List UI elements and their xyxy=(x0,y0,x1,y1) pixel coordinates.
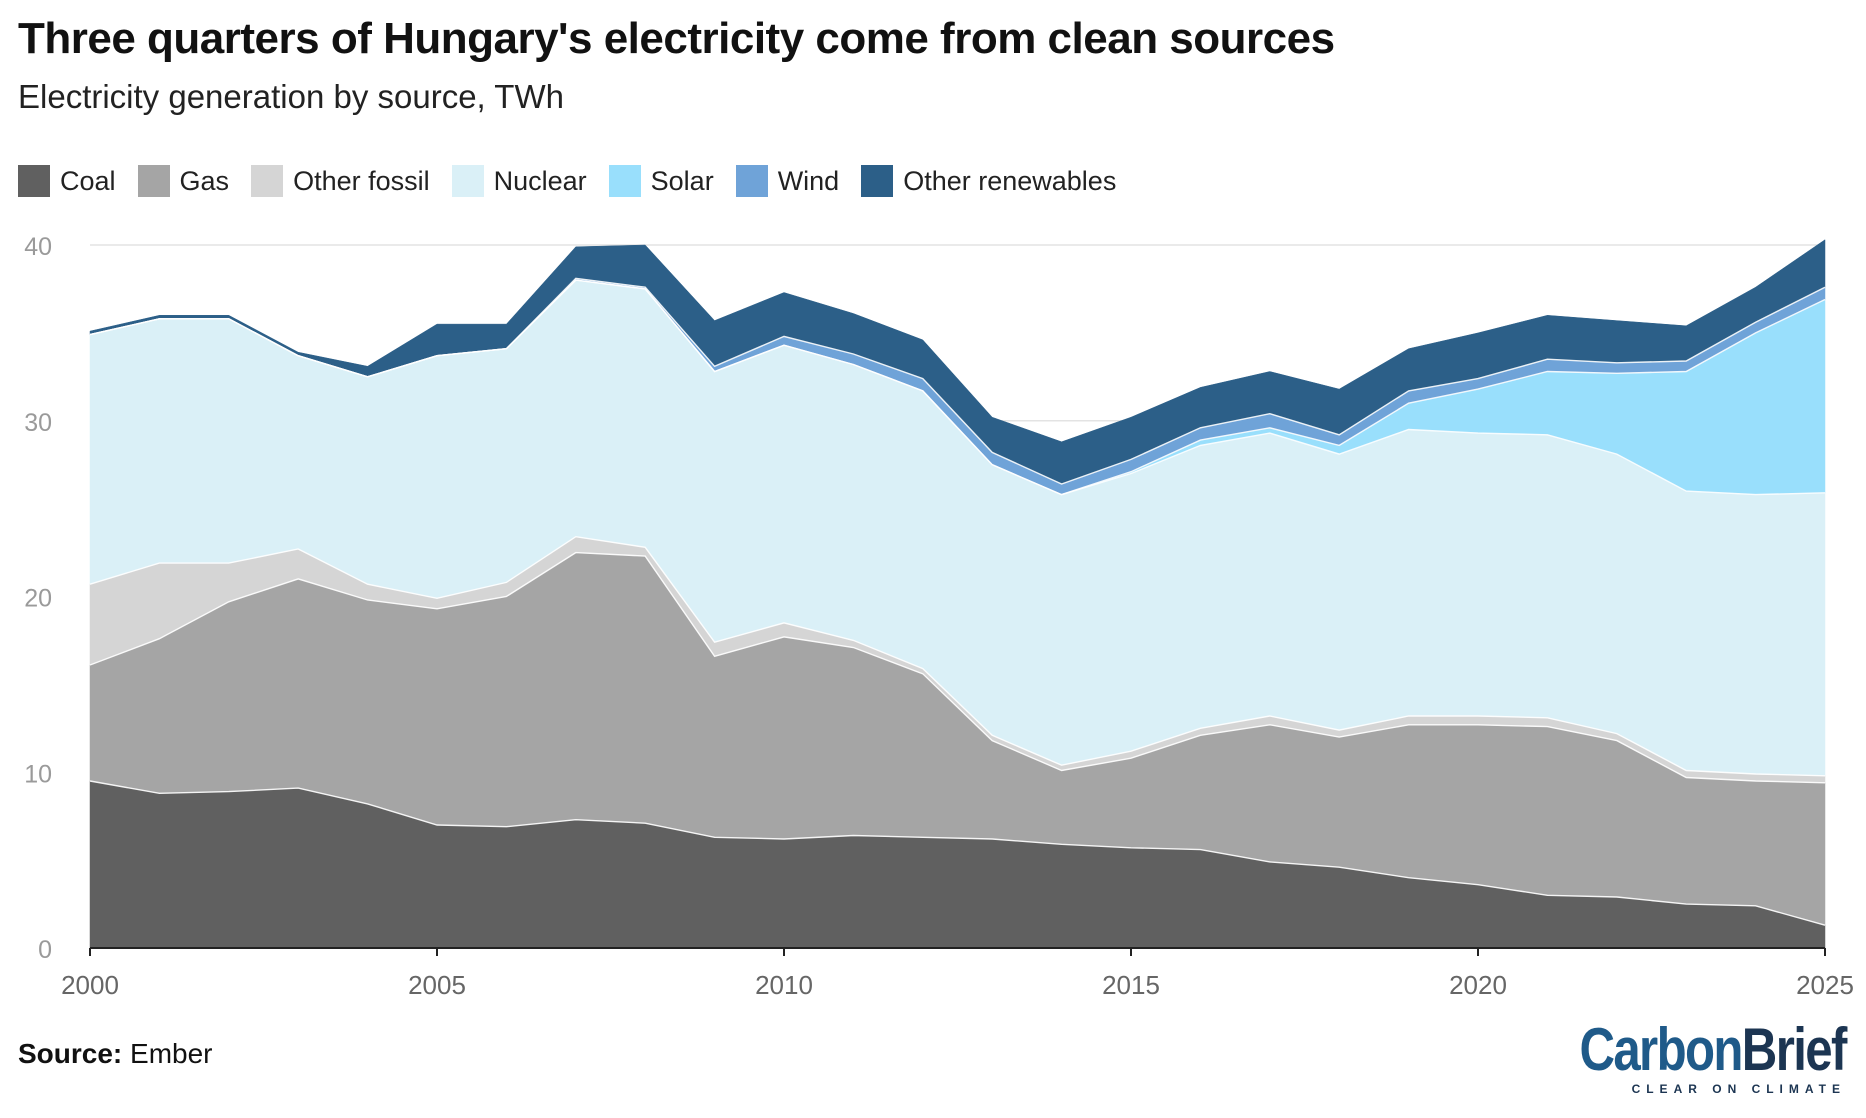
x-tick-label: 2020 xyxy=(1449,970,1507,1000)
axes: 0 10 20 30 40 2000 2005 2010 2015 2020 2025 xyxy=(24,233,1854,1000)
y-tick-label: 30 xyxy=(24,409,52,437)
x-tick-label: 2005 xyxy=(408,970,466,1000)
legend-swatch xyxy=(861,165,894,197)
legend-label: Nuclear xyxy=(493,165,587,196)
logo-part-brief: Brief xyxy=(1742,1016,1848,1083)
y-tick-label: 0 xyxy=(38,936,52,964)
legend-label: Coal xyxy=(60,165,116,196)
source-value: Ember xyxy=(130,1038,213,1069)
legend-label: Wind xyxy=(777,165,840,196)
legend-item-other-fossil: Other fossil xyxy=(251,165,430,197)
x-tick-label: 2000 xyxy=(61,970,119,1000)
legend-label: Other renewables xyxy=(903,165,1117,196)
series-separator xyxy=(89,780,1826,926)
area-series-group xyxy=(89,239,1826,949)
legend-item-nuclear: Nuclear xyxy=(451,165,587,197)
legend-swatch xyxy=(251,165,284,197)
logo-tagline: CLEAR ON CLIMATE xyxy=(1631,1082,1846,1096)
series-separator xyxy=(89,277,1826,485)
source-note: Source: Ember xyxy=(18,1038,213,1070)
chart-title: Three quarters of Hungary's electricity … xyxy=(18,14,1335,63)
legend-item-solar: Solar xyxy=(608,165,714,197)
legend-label: Solar xyxy=(650,165,714,196)
legend-swatch xyxy=(608,165,641,197)
legend-item-other-renewables: Other renewables xyxy=(861,165,1116,197)
x-tick-label: 2010 xyxy=(755,970,813,1000)
logo-wordmark: CarbonBrief xyxy=(1580,1020,1848,1080)
x-tick-label: 2015 xyxy=(1102,970,1160,1000)
chart-subtitle: Electricity generation by source, TWh xyxy=(18,78,564,115)
y-tick-label: 20 xyxy=(24,585,52,613)
legend-swatch xyxy=(18,165,50,197)
legend-item-coal: Coal xyxy=(18,165,116,197)
legend-swatch xyxy=(451,165,484,197)
chart-plot: 0 10 20 30 40 2000 2005 2010 2015 2020 2025 xyxy=(24,233,1854,1000)
x-tick-label: 2025 xyxy=(1796,970,1854,1000)
series-separator xyxy=(89,535,1826,777)
series-separator xyxy=(89,551,1826,784)
y-tick-label: 40 xyxy=(24,233,52,261)
chart-legend: Coal Gas Other fossil Nuclear Solar Wind Other… xyxy=(18,165,1138,197)
logo-part-carbon: Carbon xyxy=(1579,1016,1744,1083)
legend-label: Gas xyxy=(179,165,230,196)
source-label: Source: xyxy=(18,1038,123,1069)
y-tick-label: 10 xyxy=(24,760,52,788)
legend-item-wind: Wind xyxy=(735,165,840,197)
legend-swatch xyxy=(137,165,170,197)
legend-item-gas: Gas xyxy=(137,165,230,197)
legend-label: Other fossil xyxy=(293,165,430,196)
carbonbrief-logo: CarbonBrief CLEAR ON CLIMATE xyxy=(1521,1020,1848,1097)
legend-swatch xyxy=(735,165,768,197)
